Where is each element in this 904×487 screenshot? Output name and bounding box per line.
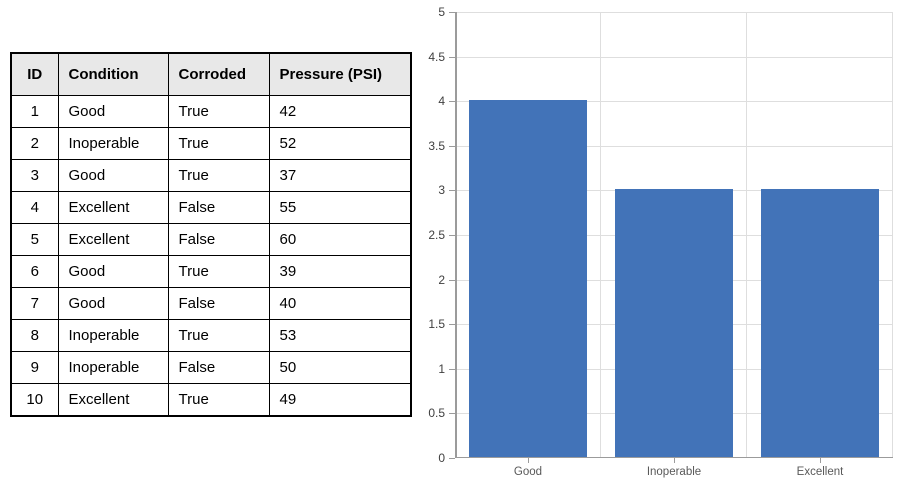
- table-cell: True: [167, 255, 270, 288]
- y-tick-mark: [449, 12, 455, 13]
- category-label: Excellent: [796, 466, 844, 478]
- y-tick-mark: [449, 369, 455, 370]
- table-cell: True: [167, 319, 270, 352]
- y-tick-label: 1: [438, 362, 445, 376]
- table-cell: 40: [268, 287, 412, 320]
- table-cell: Good: [57, 95, 169, 128]
- x-tick-mark: [820, 458, 821, 463]
- y-tick-label: 3.5: [428, 139, 445, 153]
- table-cell: Good: [57, 159, 169, 192]
- y-tick-mark: [449, 458, 455, 459]
- table-cell: Excellent: [57, 223, 169, 256]
- table-row: 5 Excellent False 60: [10, 223, 412, 256]
- table-cell: False: [167, 191, 270, 224]
- table-row: 7 Good False 40: [10, 287, 412, 320]
- column-header: Pressure (PSI): [268, 52, 412, 96]
- y-tick-label: 3: [438, 183, 445, 197]
- y-gridline: [456, 57, 893, 58]
- category-label: Inoperable: [646, 466, 702, 478]
- table-row: 3 Good True 37: [10, 159, 412, 192]
- table-row: 4 Excellent False 55: [10, 191, 412, 224]
- column-header: ID: [10, 52, 59, 96]
- y-tick-mark: [449, 324, 455, 325]
- table-cell: False: [167, 351, 270, 384]
- y-tick-mark: [449, 101, 455, 102]
- table-cell: 39: [268, 255, 412, 288]
- category-label: Good: [513, 466, 543, 478]
- table-cell: 5: [10, 223, 59, 256]
- bar-good: [469, 100, 587, 457]
- table-cell: 1: [10, 95, 59, 128]
- bar-inoperable: [615, 189, 733, 457]
- table-row: 1 Good True 42: [10, 95, 412, 128]
- column-header: Corroded: [167, 52, 270, 96]
- y-tick-mark: [449, 146, 455, 147]
- table-cell: Excellent: [57, 383, 169, 417]
- y-tick-label: 4.5: [428, 50, 445, 64]
- y-tick-label: 5: [438, 5, 445, 19]
- x-gridline: [746, 12, 747, 457]
- table-cell: 50: [268, 351, 412, 384]
- table-cell: 55: [268, 191, 412, 224]
- table-row: 8 Inoperable True 53: [10, 319, 412, 352]
- x-tick-mark: [528, 458, 529, 463]
- table-cell: True: [167, 95, 270, 128]
- y-tick-mark: [449, 235, 455, 236]
- table-header-row: ID Condition Corroded Pressure (PSI): [10, 52, 412, 96]
- y-tick-label: 0: [438, 451, 445, 465]
- table-row: 2 Inoperable True 52: [10, 127, 412, 160]
- table-cell: 60: [268, 223, 412, 256]
- table-cell: 6: [10, 255, 59, 288]
- y-tick-label: 2: [438, 273, 445, 287]
- y-gridline: [456, 146, 893, 147]
- table-cell: Good: [57, 287, 169, 320]
- table-cell: Inoperable: [57, 127, 169, 160]
- table-cell: 52: [268, 127, 412, 160]
- table-row: 6 Good True 39: [10, 255, 412, 288]
- table-cell: 7: [10, 287, 59, 320]
- table-cell: True: [167, 127, 270, 160]
- table-row: 9 Inoperable False 50: [10, 351, 412, 384]
- table-cell: 49: [268, 383, 412, 417]
- column-header: Condition: [57, 52, 169, 96]
- y-tick-mark: [449, 190, 455, 191]
- x-gridline: [892, 12, 893, 457]
- table-row: 10 Excellent True 49: [10, 383, 412, 417]
- table-cell: 53: [268, 319, 412, 352]
- x-gridline: [600, 12, 601, 457]
- y-tick-label: 2.5: [428, 228, 445, 242]
- table-cell: 42: [268, 95, 412, 128]
- y-axis-line: [455, 12, 457, 458]
- condition-count-bar-chart: 0 0.5 1 1.5 2 2.5 3 3.5 4 4.5 5 Good Inoperable Excel…: [428, 5, 893, 478]
- table-cell: 9: [10, 351, 59, 384]
- table-cell: 4: [10, 191, 59, 224]
- y-gridline: [456, 101, 893, 102]
- table-cell: 2: [10, 127, 59, 160]
- table-cell: 8: [10, 319, 59, 352]
- y-tick-mark: [449, 57, 455, 58]
- table-cell: True: [167, 383, 270, 417]
- y-tick-mark: [449, 413, 455, 414]
- table-cell: Inoperable: [57, 351, 169, 384]
- table-cell: False: [167, 223, 270, 256]
- y-tick-label: 1.5: [428, 317, 445, 331]
- table-cell: True: [167, 159, 270, 192]
- y-tick-label: 0.5: [428, 406, 445, 420]
- x-axis-line: [455, 456, 893, 458]
- y-gridline: [456, 12, 893, 13]
- y-tick-mark: [449, 280, 455, 281]
- x-tick-mark: [674, 458, 675, 463]
- bar-excellent: [761, 189, 879, 457]
- y-tick-label: 4: [438, 94, 445, 108]
- table-cell: 3: [10, 159, 59, 192]
- table-cell: 10: [10, 383, 59, 417]
- table-cell: Good: [57, 255, 169, 288]
- table-cell: 37: [268, 159, 412, 192]
- pipe-inspection-table: ID Condition Corroded Pressure (PSI) 1 Good T…: [10, 52, 412, 417]
- table-cell: Inoperable: [57, 319, 169, 352]
- table-cell: Excellent: [57, 191, 169, 224]
- table-cell: False: [167, 287, 270, 320]
